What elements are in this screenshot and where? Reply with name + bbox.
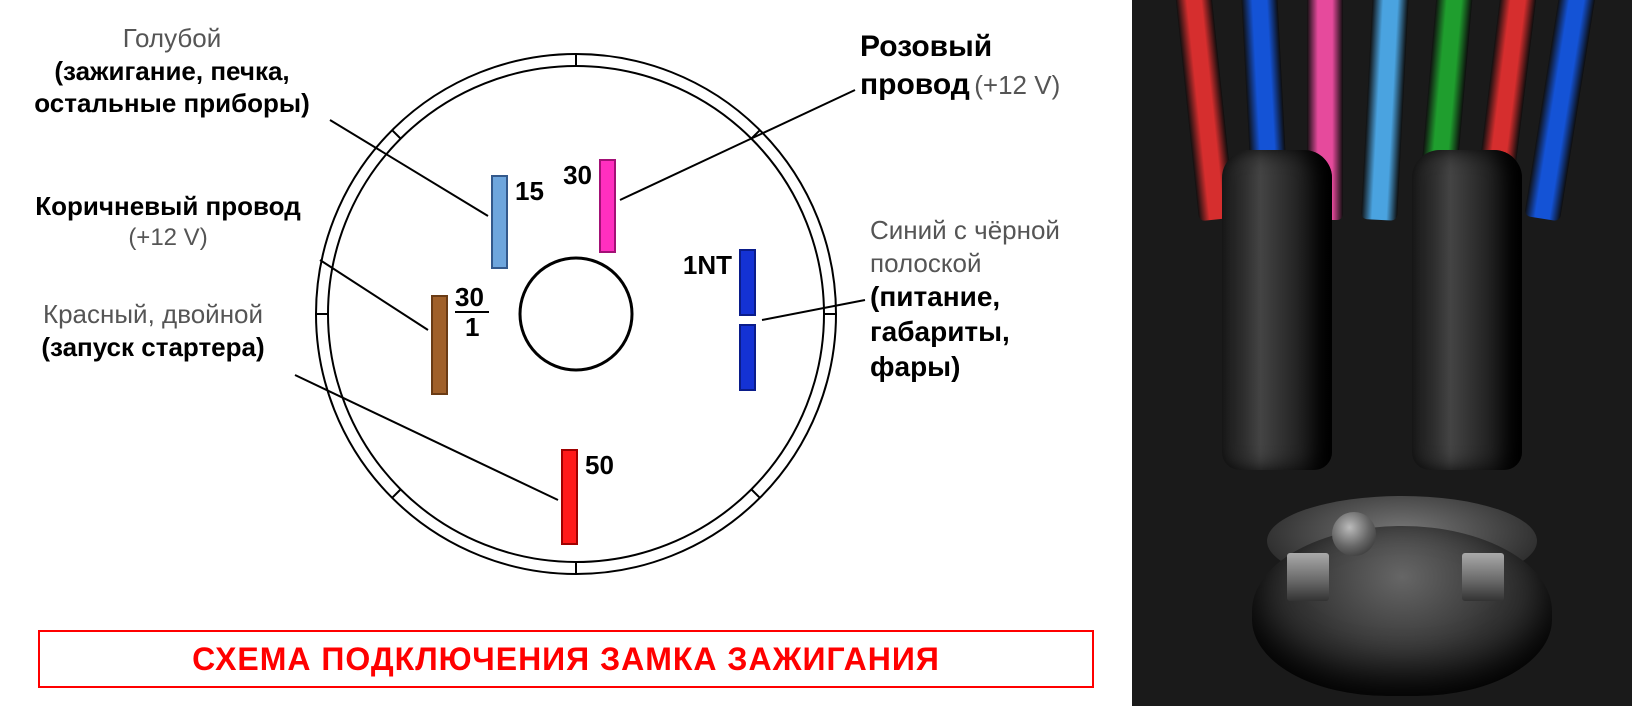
svg-text:1: 1 (465, 312, 479, 342)
callout-brown: Коричневый провод (+12 V) (8, 190, 328, 253)
callout-blue: Голубой (зажигание, печка, остальные при… (12, 22, 332, 120)
callout-blueblack: Синий с чёрной полоской (питание, габари… (870, 214, 1060, 384)
svg-text:1NT: 1NT (683, 250, 732, 280)
svg-text:30: 30 (563, 160, 592, 190)
diagram-panel: 15303011NT50 Голубой (зажигание, печка, … (0, 0, 1132, 706)
svg-text:15: 15 (515, 176, 544, 206)
title-text: СХЕМА ПОДКЛЮЧЕНИЯ ЗАМКА ЗАЖИГАНИЯ (192, 641, 940, 678)
callout-red: Красный, двойной (запуск стартера) (8, 298, 298, 363)
callout-pink: Розовый провод (+12 V) (860, 28, 1060, 103)
title-box: СХЕМА ПОДКЛЮЧЕНИЯ ЗАМКА ЗАЖИГАНИЯ (38, 630, 1094, 688)
photo-panel (1132, 0, 1632, 706)
svg-text:30: 30 (455, 282, 484, 312)
svg-text:50: 50 (585, 450, 614, 480)
